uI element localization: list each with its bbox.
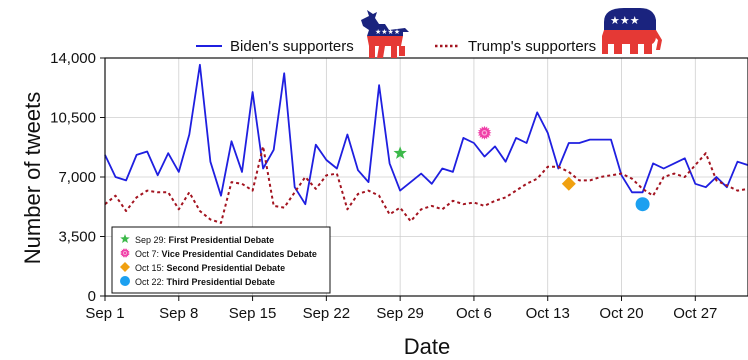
debate-marker-4 xyxy=(635,197,650,212)
debate-marker-1 xyxy=(393,146,407,159)
debate-marker-3 xyxy=(561,176,576,191)
x-axis-title: Date xyxy=(404,334,450,359)
debate-legend-icon-4 xyxy=(120,276,130,286)
debate-legend-icon-3 xyxy=(120,262,130,272)
series-layer xyxy=(104,63,748,224)
debate-legend-date-3: Oct 15: xyxy=(135,263,164,273)
debate-legend-item-4: Oct 22: Third Presidential Debate xyxy=(135,277,275,287)
x-tick-label: Oct 13 xyxy=(526,305,570,322)
x-tick-label: Oct 20 xyxy=(599,305,643,322)
x-tick-label: Oct 27 xyxy=(673,305,717,322)
y-tick-label: 3,500 xyxy=(58,229,96,246)
y-tick-label: 0 xyxy=(88,288,96,305)
debate-legend-item-1: Sep 29: First Presidential Debate xyxy=(135,235,274,245)
debate-legend: Sep 29: First Presidential Debate Oct 7:… xyxy=(111,226,331,294)
y-tick-label: 14,000 xyxy=(50,50,96,67)
svg-text:★★★★: ★★★★ xyxy=(375,28,400,36)
debate-legend-icon-2 xyxy=(120,248,130,258)
series-legend: Biden's supporters Trump's supporters ★★… xyxy=(196,8,662,58)
y-axis-title: Number of tweets xyxy=(20,92,45,264)
legend-label-biden: Biden's supporters xyxy=(230,38,354,55)
debate-legend-label-4: Third Presidential Debate xyxy=(167,277,276,287)
x-tick-label: Sep 15 xyxy=(229,305,277,322)
debate-legend-item-3: Oct 15: Second Presidential Debate xyxy=(135,263,285,273)
x-tick-label: Sep 22 xyxy=(303,305,351,322)
debate-legend-item-2: Oct 7: Vice Presidential Candidates Deba… xyxy=(135,249,317,259)
series-line-trump xyxy=(104,145,748,224)
x-tick-label: Sep 1 xyxy=(85,305,124,322)
debate-legend-box xyxy=(111,226,331,294)
debate-markers xyxy=(393,125,650,212)
debate-marker-2 xyxy=(477,125,492,140)
debate-legend-date-4: Oct 22: xyxy=(135,277,164,287)
debate-legend-label-1: First Presidential Debate xyxy=(169,235,275,245)
legend-label-trump: Trump's supporters xyxy=(468,38,596,55)
x-tick-label: Oct 6 xyxy=(456,305,492,322)
debate-legend-label-2: Vice Presidential Candidates Debate xyxy=(162,249,317,259)
debate-legend-date-2: Oct 7: xyxy=(135,249,159,259)
y-axis: 0 3,500 7,000 10,500 14,000 xyxy=(50,50,105,305)
y-tick-label: 10,500 xyxy=(50,110,96,127)
debate-legend-date-1: Sep 29: xyxy=(135,235,166,245)
debate-legend-label-3: Second Presidential Debate xyxy=(167,263,286,273)
x-tick-label: Sep 29 xyxy=(376,305,424,322)
series-line-biden xyxy=(104,63,748,206)
debate-legend-icon-1 xyxy=(120,234,130,244)
democrat-donkey-icon: ★★★★ xyxy=(361,10,409,58)
x-axis: Sep 1 Sep 8 Sep 15 Sep 22 Sep 29 Oct 6 Oct 13 O… xyxy=(85,296,717,322)
y-tick-label: 7,000 xyxy=(58,169,96,186)
x-tick-label: Sep 8 xyxy=(159,305,198,322)
republican-elephant-icon: ★★★ xyxy=(602,8,662,54)
svg-text:★★★: ★★★ xyxy=(610,14,640,27)
